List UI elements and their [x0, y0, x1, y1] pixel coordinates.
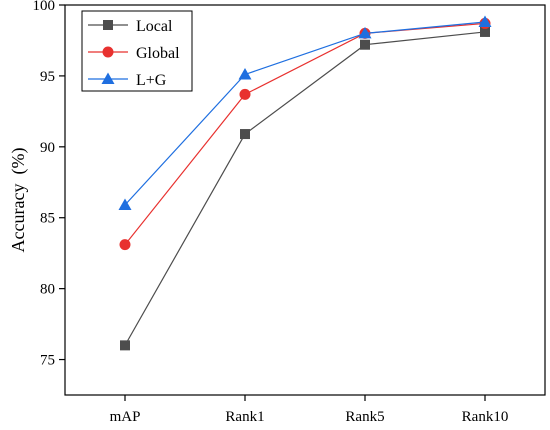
- y-tick-label: 80: [40, 282, 55, 298]
- x-tick-label: Rank5: [345, 409, 384, 425]
- legend-label-l-g: L+G: [136, 72, 167, 89]
- data-point-l-g: [118, 198, 132, 210]
- legend-marker-global: [102, 46, 114, 58]
- y-tick-label: 85: [40, 211, 55, 227]
- x-tick-label: Rank10: [462, 409, 509, 425]
- x-tick-label: mAP: [110, 409, 141, 425]
- series-layer: [118, 15, 492, 351]
- series-line-local: [124, 31, 486, 346]
- data-point-local: [240, 129, 250, 140]
- data-point-l-g: [358, 26, 372, 39]
- y-tick-label: 75: [40, 353, 55, 369]
- series-local: [120, 26, 490, 351]
- series-line-global: [124, 22, 486, 246]
- plot-frame: [64, 4, 546, 396]
- data-point-l-g: [238, 67, 252, 80]
- data-point-local: [480, 26, 490, 37]
- legend-label-local: Local: [136, 18, 173, 35]
- data-point-l-g: [478, 15, 492, 28]
- x-tick-label: Rank1: [225, 409, 264, 425]
- legend-marker-l-g: [101, 72, 115, 84]
- legend-label-global: Global: [136, 45, 180, 62]
- series-l-g: [118, 15, 492, 210]
- series-line-l-g: [124, 21, 486, 206]
- y-tick-label: 95: [40, 69, 55, 85]
- data-point-local: [120, 340, 130, 351]
- y-axis-title: Accuracy (%): [8, 148, 29, 253]
- data-point-global: [239, 88, 251, 100]
- y-axis: 75 80 85 90 95 100: [33, 0, 65, 369]
- data-point-local: [360, 39, 370, 50]
- y-tick-label: 90: [40, 140, 55, 156]
- legend-marker-local: [103, 20, 113, 30]
- data-point-global: [119, 239, 131, 251]
- legend-box: [81, 10, 193, 92]
- y-tick-label: 100: [33, 0, 56, 14]
- legend: Local Global L+G: [81, 10, 193, 92]
- plot-area: [64, 4, 546, 396]
- x-axis: mAP Rank1 Rank5 Rank10: [110, 395, 509, 425]
